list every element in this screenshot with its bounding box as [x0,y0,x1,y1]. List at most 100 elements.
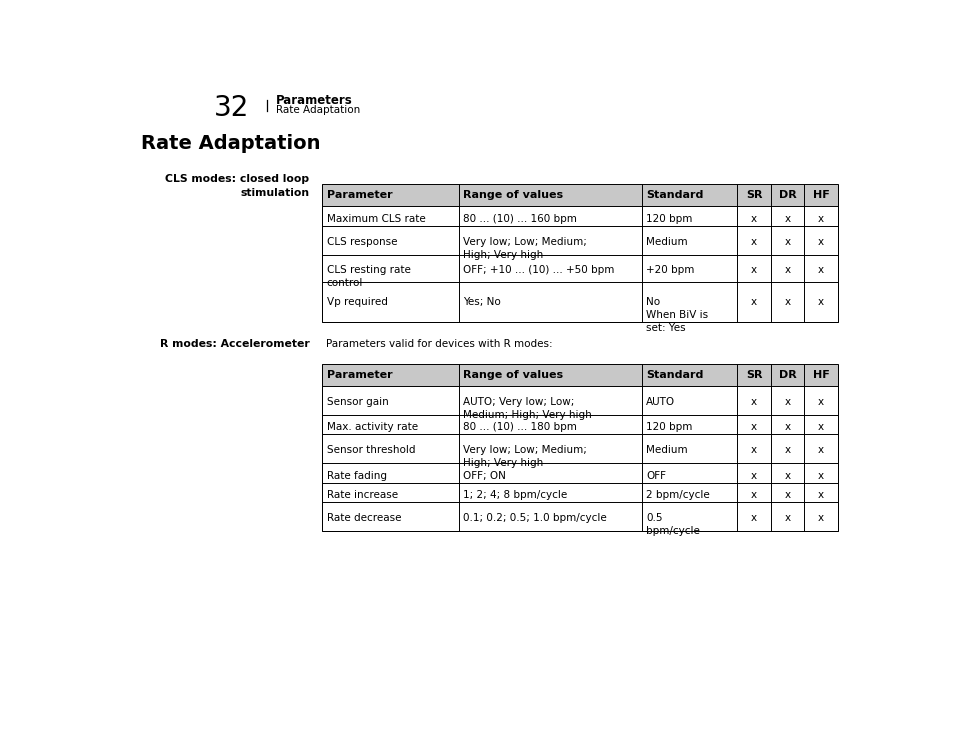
Text: x: x [784,470,791,481]
Text: 2 bpm/cycle: 2 bpm/cycle [647,490,710,500]
Text: Rate Adaptation: Rate Adaptation [141,135,321,153]
Bar [642,226,737,255]
Bar [737,503,771,531]
Text: Rate decrease: Rate decrease [327,513,401,524]
Text: AUTO: AUTO [647,396,675,407]
Bar [642,206,737,226]
Text: x: x [784,513,791,524]
Text: Maximum CLS rate: Maximum CLS rate [327,214,425,224]
Bar [771,483,804,503]
Text: Vp required: Vp required [327,298,388,307]
Bar [459,463,642,483]
Text: CLS resting rate
control: CLS resting rate control [327,266,411,288]
Text: Max. activity rate: Max. activity rate [327,422,418,432]
Bar [642,483,737,503]
Bar [323,483,459,503]
Bar [737,435,771,463]
Text: Parameter: Parameter [327,370,393,380]
Text: DR: DR [778,191,796,200]
Text: 80 ... (10) ... 180 bpm: 80 ... (10) ... 180 bpm [463,422,577,432]
Text: R modes: Accelerometer: R modes: Accelerometer [159,340,309,349]
Bar [323,435,459,463]
Text: x: x [751,396,757,407]
Bar [737,282,771,322]
Text: 1; 2; 4; 8 bpm/cycle: 1; 2; 4; 8 bpm/cycle [463,490,567,500]
Text: HF: HF [813,191,830,200]
Text: x: x [818,237,824,247]
Text: x: x [751,422,757,432]
Text: Rate fading: Rate fading [327,470,387,481]
Bar [323,503,459,531]
Text: x: x [818,490,824,500]
Text: x: x [751,445,757,456]
Bar [771,185,804,206]
Bar [771,226,804,255]
Bar [771,364,804,386]
Text: Range of values: Range of values [463,370,563,380]
Bar [737,463,771,483]
Text: Very low; Low; Medium;
High; Very high: Very low; Low; Medium; High; Very high [463,237,587,260]
Bar [459,414,642,435]
Text: Parameters: Parameters [276,94,352,107]
Text: Standard: Standard [647,370,704,380]
Bar [771,503,804,531]
Bar [771,435,804,463]
Text: x: x [784,396,791,407]
Bar [737,185,771,206]
Text: x: x [751,513,757,524]
Bar [737,255,771,282]
Bar [459,503,642,531]
Text: 120 bpm: 120 bpm [647,422,692,432]
Text: Yes; No: Yes; No [463,298,501,307]
Text: 32: 32 [214,94,249,122]
Bar [642,255,737,282]
Bar [804,503,838,531]
Bar [323,255,459,282]
Text: x: x [751,214,757,224]
Bar [459,282,642,322]
Bar [323,364,459,386]
Text: 80 ... (10) ... 160 bpm: 80 ... (10) ... 160 bpm [463,214,577,224]
Bar [804,185,838,206]
Bar [323,206,459,226]
Text: Rate increase: Rate increase [327,490,398,500]
Text: Standard: Standard [647,191,704,200]
Bar [771,463,804,483]
Text: OFF: OFF [647,470,667,481]
Bar [459,364,642,386]
Bar [771,414,804,435]
Bar [771,386,804,414]
Text: OFF; +10 ... (10) ... +50 bpm: OFF; +10 ... (10) ... +50 bpm [463,266,615,275]
Bar [642,435,737,463]
Bar [642,503,737,531]
Text: DR: DR [778,370,796,380]
Text: x: x [818,214,824,224]
Bar [642,414,737,435]
Text: Medium: Medium [647,237,688,247]
Bar [323,185,459,206]
Text: x: x [751,490,757,500]
Bar [459,386,642,414]
Text: SR: SR [746,370,762,380]
Bar [642,463,737,483]
Text: x: x [784,237,791,247]
Text: Range of values: Range of values [463,191,563,200]
Text: x: x [818,396,824,407]
Text: Sensor threshold: Sensor threshold [327,445,415,456]
Bar [771,255,804,282]
Text: x: x [784,266,791,275]
Text: Rate Adaptation: Rate Adaptation [276,105,360,115]
Text: +20 bpm: +20 bpm [647,266,694,275]
Bar [737,483,771,503]
Text: x: x [751,298,757,307]
Text: CLS modes: closed loop
stimulation: CLS modes: closed loop stimulation [165,174,309,197]
Bar [737,364,771,386]
Text: 120 bpm: 120 bpm [647,214,692,224]
Text: x: x [818,513,824,524]
Bar [642,185,737,206]
Text: x: x [818,266,824,275]
Text: No
When BiV is
set: Yes: No When BiV is set: Yes [647,298,709,333]
Bar [459,226,642,255]
Bar [804,414,838,435]
Text: SR: SR [746,191,762,200]
